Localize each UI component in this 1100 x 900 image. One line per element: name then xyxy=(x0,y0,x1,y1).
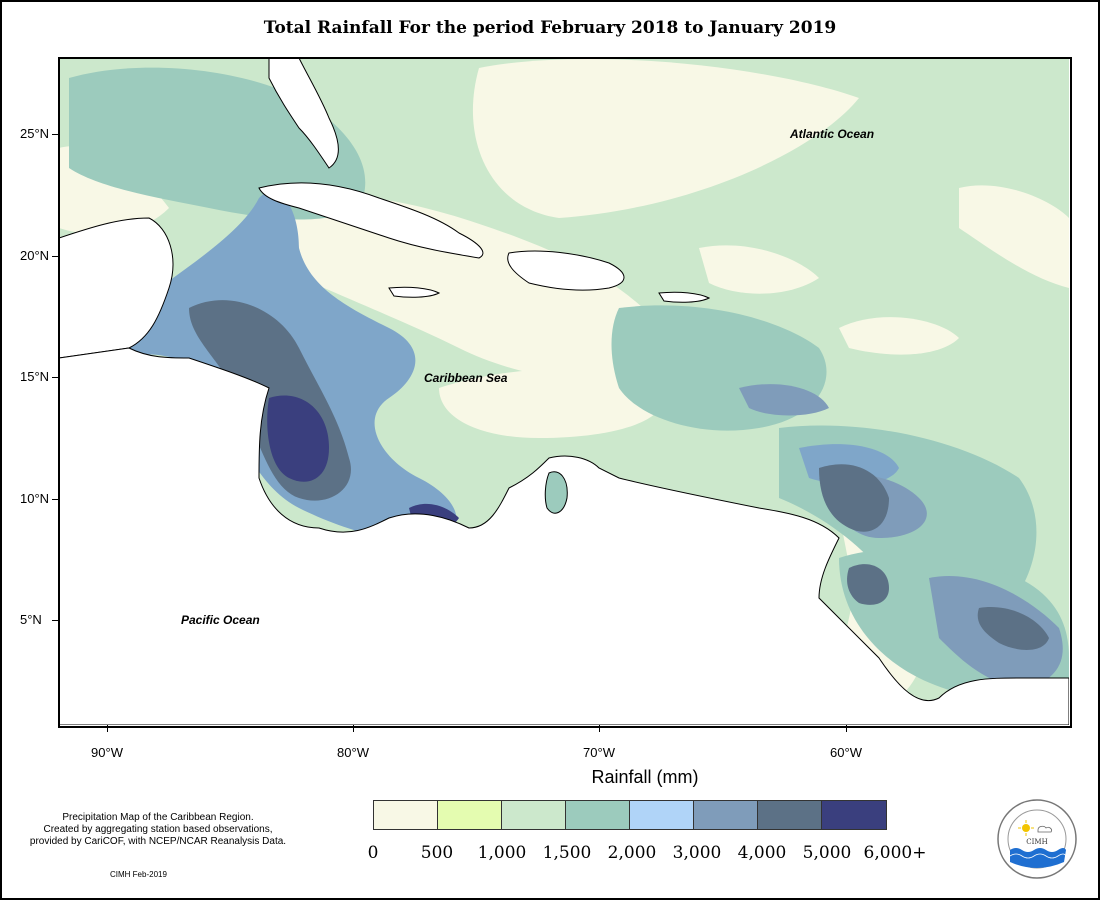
svg-text:CIMH: CIMH xyxy=(1026,838,1047,846)
legend-label: 6,000+ xyxy=(863,843,927,863)
lat-tick xyxy=(52,256,59,257)
lat-label-25: 25°N xyxy=(20,126,50,141)
lat-tick xyxy=(52,134,59,135)
legend-label: 2,000 xyxy=(607,843,657,863)
lon-label-70w: 70°W xyxy=(583,745,615,760)
legend-label: 5,000 xyxy=(802,843,852,863)
legend-swatch xyxy=(566,801,630,829)
lat-label-10: 10°N xyxy=(20,491,50,506)
puerto-rico xyxy=(658,291,711,303)
legend-label: 0 xyxy=(367,843,379,863)
legend-swatch xyxy=(822,801,886,829)
lon-label-60w: 60°W xyxy=(830,745,862,760)
legend-label: 1,000 xyxy=(477,843,527,863)
color-legend xyxy=(373,800,887,830)
florida xyxy=(268,58,339,169)
rainfall-map[interactable] xyxy=(59,58,1069,725)
rainfall-map-svg xyxy=(59,58,1069,725)
note-line: Precipitation Map of the Caribbean Regio… xyxy=(62,812,254,823)
lon-tick xyxy=(107,725,108,732)
legend-label: 500 xyxy=(420,843,454,863)
lon-tick xyxy=(599,725,600,732)
land-masses xyxy=(59,58,1069,725)
lat-label-20: 20°N xyxy=(20,248,50,263)
lon-tick xyxy=(353,725,354,732)
map-title: Total Rainfall For the period February 2… xyxy=(263,18,837,38)
lat-tick xyxy=(52,377,59,378)
legend-label: 4,000 xyxy=(737,843,787,863)
hispaniola xyxy=(507,250,625,291)
lon-label-90w: 90°W xyxy=(91,745,123,760)
legend-label: 1,500 xyxy=(542,843,592,863)
jamaica xyxy=(388,286,441,298)
cuba xyxy=(258,182,484,259)
legend-title: Rainfall (mm) xyxy=(591,767,699,787)
legend-label: 3,000 xyxy=(672,843,722,863)
lat-label-15: 15°N xyxy=(20,369,50,384)
note-line: Created by aggregating station based obs… xyxy=(43,824,273,835)
lat-tick xyxy=(52,620,59,621)
cimh-logo: CIMH xyxy=(996,798,1078,880)
credit: CIMH Feb-2019 xyxy=(110,870,167,879)
legend-swatch xyxy=(374,801,438,829)
place-pacific-ocean: Pacific Ocean xyxy=(181,613,260,627)
lon-tick xyxy=(846,725,847,732)
south-central-america xyxy=(59,347,1069,725)
legend-swatch xyxy=(694,801,758,829)
legend-swatch xyxy=(758,801,822,829)
map-description: Precipitation Map of the Caribbean Regio… xyxy=(8,812,308,848)
place-atlantic-ocean: Atlantic Ocean xyxy=(790,127,875,141)
legend-swatch xyxy=(438,801,502,829)
lat-label-5: 5°N xyxy=(20,612,42,627)
lake-maracaibo xyxy=(544,471,568,514)
cimh-logo-icon: CIMH xyxy=(997,799,1077,879)
note-line: provided by CariCOF, with NCEP/NCAR Rean… xyxy=(29,836,287,847)
place-caribbean-sea: Caribbean Sea xyxy=(424,371,508,385)
yucatan xyxy=(59,217,174,359)
lat-tick xyxy=(52,499,59,500)
legend-swatch xyxy=(630,801,694,829)
lon-label-80w: 80°W xyxy=(337,745,369,760)
legend-swatch xyxy=(502,801,566,829)
